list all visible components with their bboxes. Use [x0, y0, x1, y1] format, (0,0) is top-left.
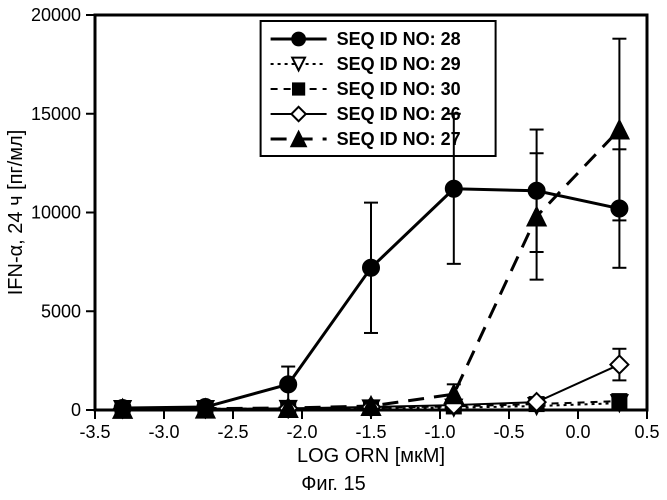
svg-text:-3.5: -3.5	[79, 422, 110, 442]
y-axis-title: IFN-α, 24 ч [пг/мл]	[5, 130, 27, 296]
svg-text:-2.5: -2.5	[217, 422, 248, 442]
legend-label: SEQ ID NO: 29	[337, 54, 461, 74]
svg-text:-1.0: -1.0	[424, 422, 455, 442]
legend-label: SEQ ID NO: 26	[337, 104, 461, 124]
legend-label: SEQ ID NO: 27	[337, 129, 461, 149]
svg-text:15000: 15000	[31, 104, 81, 124]
chart-container: -3.5 -3.0 -2.5 -2.0 -1.5 -1.0 -0.5 0.0 0.5 0 5000 1…	[0, 0, 667, 500]
legend-label: SEQ ID NO: 28	[337, 29, 461, 49]
svg-text:-0.5: -0.5	[493, 422, 524, 442]
svg-text:-1.5: -1.5	[355, 422, 386, 442]
chart-svg: -3.5 -3.0 -2.5 -2.0 -1.5 -1.0 -0.5 0.0 0.5 0 5000 1…	[0, 0, 667, 500]
svg-text:20000: 20000	[31, 5, 81, 25]
legend: SEQ ID NO: 28 SEQ ID NO: 29 SEQ ID NO: 30 S…	[261, 21, 496, 156]
legend-label: SEQ ID NO: 30	[337, 79, 461, 99]
svg-text:5000: 5000	[41, 301, 81, 321]
series-markers	[114, 121, 629, 418]
svg-text:0: 0	[71, 400, 81, 420]
svg-text:0.5: 0.5	[634, 422, 659, 442]
figure-caption: Фиг. 15	[301, 473, 366, 495]
svg-text:0.0: 0.0	[565, 422, 590, 442]
x-axis-title: LOG ORN [мкМ]	[297, 445, 445, 467]
svg-text:10000: 10000	[31, 203, 81, 223]
svg-text:-3.0: -3.0	[148, 422, 179, 442]
svg-text:-2.0: -2.0	[286, 422, 317, 442]
